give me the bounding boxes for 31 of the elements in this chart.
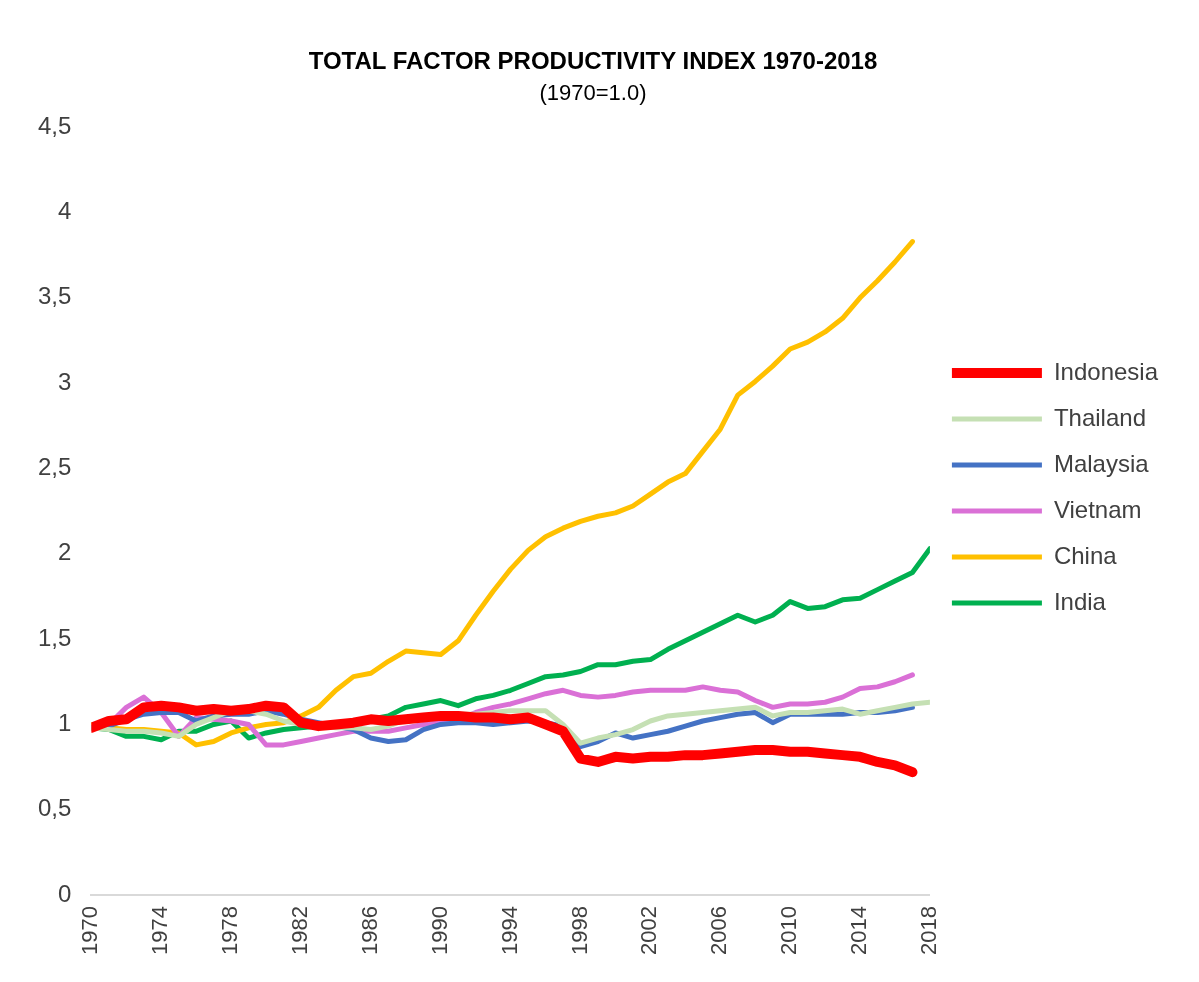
y-tick-label: 4 xyxy=(58,197,72,225)
y-tick-label: 0 xyxy=(58,879,72,907)
y-tick-label: 3 xyxy=(58,367,72,395)
x-tick-label: 1978 xyxy=(217,906,243,956)
legend-label: Indonesia xyxy=(1053,357,1159,385)
y-tick-label: 3,5 xyxy=(37,282,72,310)
x-tick-label: 2018 xyxy=(915,906,941,956)
y-tick-label: 1,5 xyxy=(37,623,72,651)
x-tick-label: 1974 xyxy=(147,906,173,956)
x-tick-label: 2010 xyxy=(776,906,802,956)
legend-label: India xyxy=(1053,587,1107,615)
x-tick-label: 1986 xyxy=(356,906,382,956)
legend-label: Vietnam xyxy=(1053,495,1142,523)
y-tick-label: 1 xyxy=(58,709,72,737)
legend-label: China xyxy=(1053,541,1118,569)
x-tick-label: 1990 xyxy=(426,906,452,956)
x-tick-label: 1982 xyxy=(287,906,313,956)
y-tick-label: 2,5 xyxy=(37,453,72,481)
y-tick-label: 0,5 xyxy=(37,794,72,822)
y-tick-label: 2 xyxy=(58,538,72,566)
x-tick-label: 1998 xyxy=(566,906,592,956)
x-tick-label: 2006 xyxy=(706,906,732,956)
chart-subtitle: (1970=1.0) xyxy=(539,80,647,106)
legend-label: Malaysia xyxy=(1053,449,1150,477)
legend-label: Thailand xyxy=(1053,403,1146,431)
x-tick-label: 1970 xyxy=(77,906,103,956)
x-tick-label: 2014 xyxy=(846,906,872,956)
y-tick-label: 4,5 xyxy=(37,111,72,139)
x-tick-label: 2002 xyxy=(636,906,662,956)
chart-title: TOTAL FACTOR PRODUCTIVITY INDEX 1970-2018 xyxy=(308,47,878,75)
x-tick-label: 1994 xyxy=(496,906,522,956)
